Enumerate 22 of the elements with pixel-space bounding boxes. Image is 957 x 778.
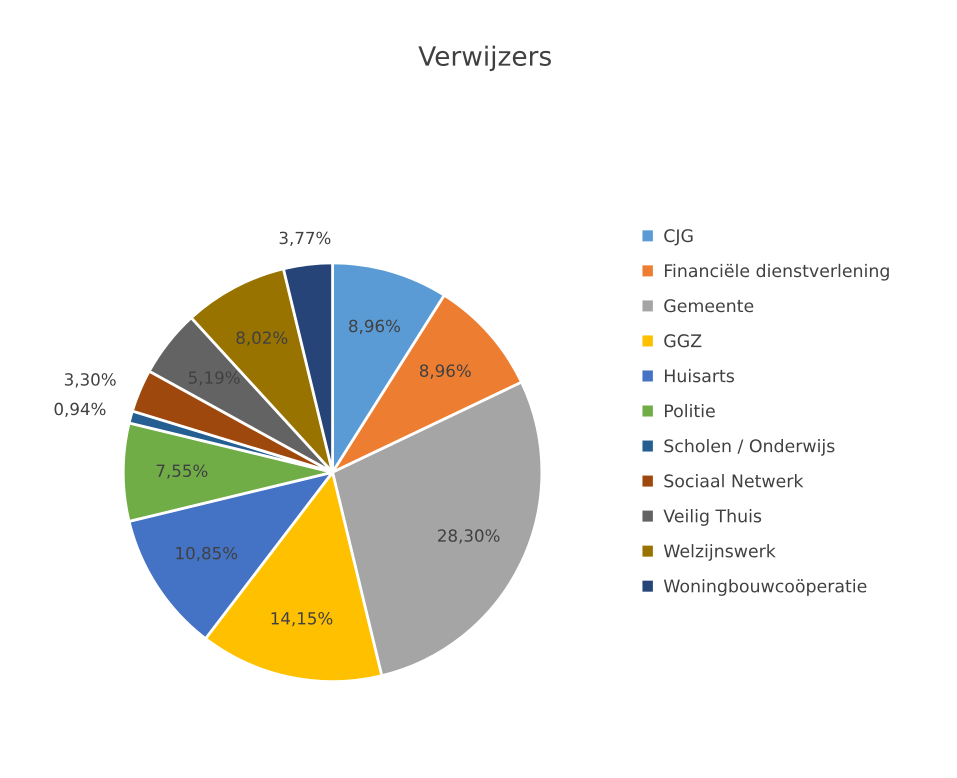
data-label: 0,94% [54,402,106,417]
data-label: 8,96% [420,364,471,379]
data-label: 8,96% [349,320,400,334]
data-label: 7,55% [156,464,208,479]
legend-label: Welzijnswerk [664,544,776,561]
data-label: 10,85% [176,546,238,562]
legend-label: Gemeente [664,299,754,312]
legend-label: CJG [664,229,693,246]
legend-label: Scholen / Onderwijs [664,438,834,456]
legend-label: Politie [664,404,715,418]
legend-label: Sociaal Netwerk [664,474,804,488]
legend-label: Financiële dienstverlening [664,264,889,281]
legend-label: Woningbouwcoöperatie [664,579,866,596]
data-label: 14,15% [272,612,332,626]
chart-title: Verwijzers [418,46,551,72]
legend-label: Huisarts [664,368,734,382]
data-label: 28,30% [438,529,500,544]
data-label: 3,30% [64,373,116,388]
data-label: 8,02% [236,331,288,346]
legend-label: Veilig Thuis [663,509,762,526]
data-label: 3,77% [280,232,330,246]
legend-label: GGZ [664,334,702,348]
